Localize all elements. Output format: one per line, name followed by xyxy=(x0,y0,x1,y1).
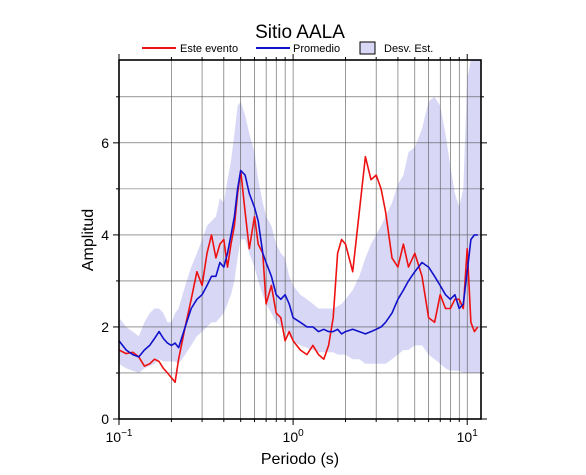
legend-swatch xyxy=(359,41,376,55)
legend-item: Promedio xyxy=(256,43,340,55)
y-tick-label: 2 xyxy=(101,319,109,335)
y-tick-label: 4 xyxy=(101,227,109,243)
series-line-este-evento xyxy=(119,155,479,384)
x-tick-label: 10−1 xyxy=(106,428,133,445)
grid xyxy=(118,60,481,419)
y-tick-label: 6 xyxy=(101,135,109,151)
y-tick-label: 0 xyxy=(101,411,109,427)
legend-item: Este evento xyxy=(142,43,238,55)
legend-label: Este evento xyxy=(180,43,238,55)
std-band xyxy=(119,60,481,373)
x-tick-label: 101 xyxy=(457,428,479,445)
legend-label: Promedio xyxy=(293,43,340,55)
chart-title: Sitio AALA xyxy=(255,22,345,43)
std-band-layer xyxy=(119,60,481,373)
legend: Este evento Promedio Desv. Est. xyxy=(142,41,433,55)
legend-label: Desv. Est. xyxy=(384,43,433,55)
legend-item: Desv. Est. xyxy=(359,41,433,55)
series-line-promedio xyxy=(119,169,478,358)
x-axis-label: Periodo (s) xyxy=(261,451,339,468)
ticks: 0 2 4 6 10−1 100 101 xyxy=(101,54,487,445)
y-axis-label: Amplitud xyxy=(80,209,97,271)
series-layer xyxy=(119,155,479,384)
plot-frame xyxy=(118,59,482,420)
plot-area: 0 2 4 6 10−1 100 101 xyxy=(101,54,487,445)
x-tick-label: 100 xyxy=(283,428,305,445)
